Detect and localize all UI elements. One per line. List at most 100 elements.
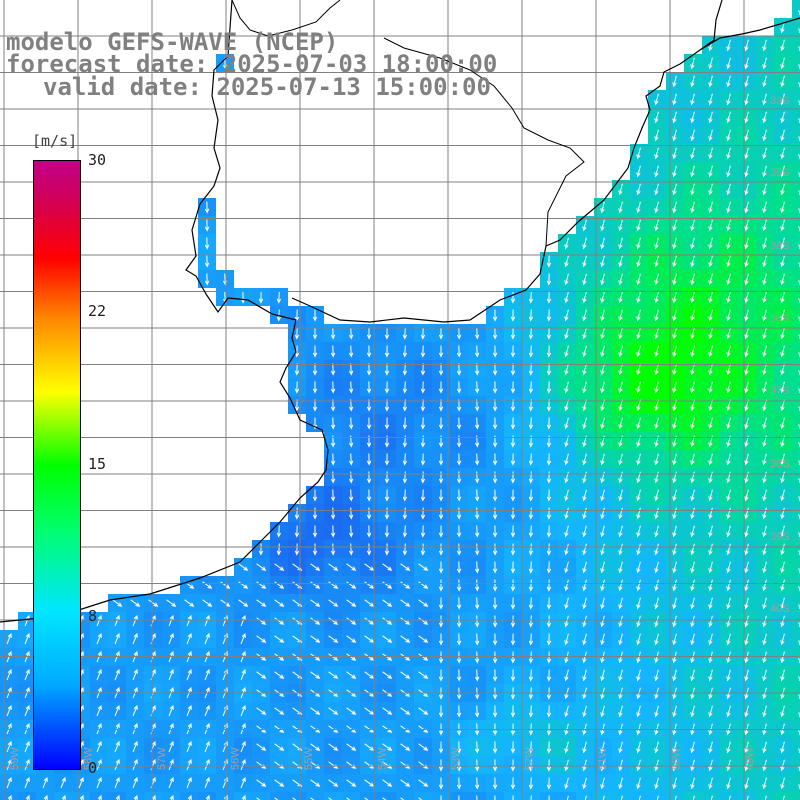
wind-arrow xyxy=(420,417,426,430)
wind-arrow xyxy=(708,615,713,628)
wind-arrow xyxy=(582,471,587,484)
wind-arrow xyxy=(438,417,444,430)
wind-speed-cell xyxy=(792,756,800,774)
wind-speed-cell xyxy=(792,0,800,18)
wind-arrow xyxy=(618,741,623,754)
wind-arrow xyxy=(654,237,659,250)
wind-arrow xyxy=(708,75,713,88)
wind-arrow xyxy=(384,489,390,502)
wind-arrow xyxy=(530,795,532,800)
wind-arrow xyxy=(636,471,641,484)
wind-arrow xyxy=(636,741,641,754)
wind-arrow xyxy=(510,525,516,538)
wind-arrow xyxy=(382,599,393,607)
wind-arrow xyxy=(528,471,534,484)
wind-arrow xyxy=(654,381,659,394)
wind-arrow xyxy=(169,794,174,800)
wind-arrow xyxy=(618,759,623,772)
wind-arrow xyxy=(780,147,785,160)
wind-arrow xyxy=(582,237,587,250)
wind-arrow xyxy=(474,363,480,376)
wind-arrow xyxy=(364,563,375,571)
wind-arrow xyxy=(672,471,677,484)
wind-arrow xyxy=(618,471,623,484)
wind-arrow xyxy=(294,327,300,340)
wind-speed-cell xyxy=(684,792,702,800)
wind-arrow xyxy=(294,363,300,376)
wind-arrow xyxy=(240,704,246,717)
wind-arrow xyxy=(546,417,552,430)
wind-arrow xyxy=(474,759,480,772)
wind-arrow xyxy=(420,543,426,556)
wind-arrow xyxy=(618,381,623,394)
wind-arrow xyxy=(600,417,605,430)
wind-arrow xyxy=(744,777,749,790)
wind-arrow xyxy=(600,777,605,790)
wind-arrow xyxy=(726,111,731,124)
wind-arrow xyxy=(746,795,749,800)
river-border xyxy=(231,0,585,247)
wind-arrow xyxy=(672,345,677,358)
wind-arrow xyxy=(400,779,411,787)
wind-arrow xyxy=(690,183,695,196)
wind-arrow xyxy=(726,579,731,592)
wind-arrow xyxy=(762,417,767,430)
wind-arrow xyxy=(690,525,695,538)
wind-arrow xyxy=(780,273,785,286)
wind-arrow xyxy=(382,707,393,715)
wind-speed-cell xyxy=(792,54,800,72)
wind-arrow xyxy=(690,759,695,772)
wind-arrow xyxy=(600,579,605,592)
longitude-label: 57W xyxy=(156,747,168,770)
wind-arrow xyxy=(600,273,605,286)
wind-arrow xyxy=(780,309,785,322)
wind-arrow xyxy=(726,417,731,430)
wind-arrow xyxy=(744,741,749,754)
wind-arrow xyxy=(690,327,695,340)
wind-arrow xyxy=(366,345,372,358)
wind-arrow xyxy=(364,599,375,607)
wind-arrow xyxy=(564,633,569,646)
wind-arrow xyxy=(564,291,569,304)
wind-arrow xyxy=(546,327,552,340)
wind-arrow xyxy=(366,507,372,520)
wind-arrow xyxy=(708,777,713,790)
wind-arrow xyxy=(672,129,677,142)
wind-arrow xyxy=(618,669,623,682)
wind-arrow xyxy=(566,795,569,800)
wind-arrow xyxy=(636,165,641,178)
wind-arrow xyxy=(6,758,12,771)
wind-arrow xyxy=(744,381,749,394)
wind-arrow xyxy=(618,183,623,196)
wind-arrow xyxy=(744,219,749,232)
wind-arrow xyxy=(382,581,393,589)
wind-arrow xyxy=(762,669,767,682)
wind-arrow xyxy=(762,75,767,88)
wind-arrow xyxy=(654,471,659,484)
wind-arrow xyxy=(330,471,336,484)
wind-arrow xyxy=(312,345,318,358)
wind-arrow xyxy=(744,309,749,322)
wind-arrow xyxy=(708,291,713,304)
wind-speed-cell xyxy=(54,792,72,800)
wind-arrow xyxy=(672,579,677,592)
wind-arrow xyxy=(6,632,12,645)
wind-arrow xyxy=(744,345,749,358)
wind-arrow xyxy=(418,635,429,643)
wind-arrow xyxy=(474,633,480,646)
wind-speed-cell xyxy=(792,180,800,198)
wind-arrow xyxy=(762,129,767,142)
wind-arrow xyxy=(744,489,749,502)
wind-arrow xyxy=(690,507,695,520)
wind-arrow xyxy=(132,758,138,771)
wind-arrow xyxy=(474,669,480,682)
wind-arrow xyxy=(708,93,713,106)
wind-arrow xyxy=(600,219,605,232)
wind-arrow xyxy=(402,543,408,556)
wind-arrow xyxy=(654,759,659,772)
wind-speed-cell xyxy=(792,126,800,144)
wind-arrow xyxy=(582,669,587,682)
wind-arrow xyxy=(672,75,677,88)
wind-arrow xyxy=(274,563,285,571)
wind-arrow xyxy=(780,363,785,376)
